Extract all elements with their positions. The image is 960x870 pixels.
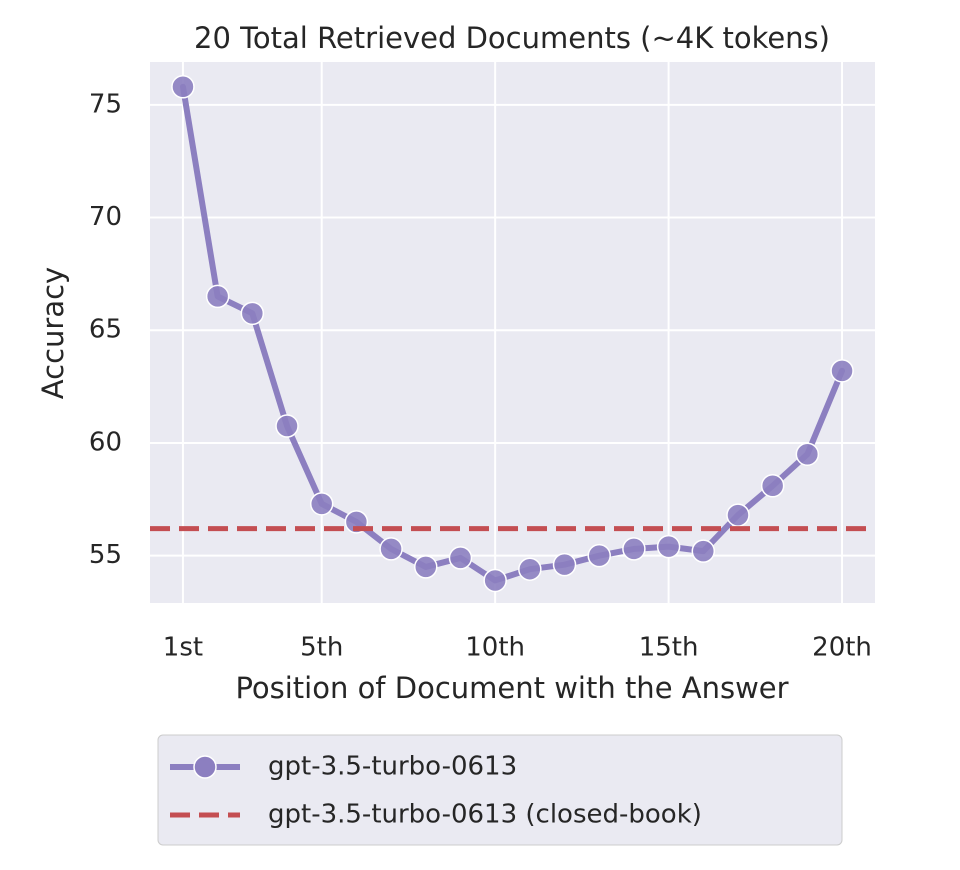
data-point <box>414 555 438 579</box>
x-axis-label: Position of Document with the Answer <box>235 671 788 705</box>
legend-marker <box>193 755 217 779</box>
x-tick-label: 1st <box>163 633 203 663</box>
data-point <box>726 503 750 527</box>
plot-area <box>150 62 875 603</box>
y-tick-label: 55 <box>89 540 122 570</box>
data-point <box>518 557 542 581</box>
x-tick-label: 20th <box>812 633 872 663</box>
y-tick-label: 60 <box>89 427 122 457</box>
legend-label: gpt-3.5-turbo-0613 <box>268 752 517 782</box>
chart-title: 20 Total Retrieved Documents (~4K tokens… <box>194 21 830 55</box>
y-axis-label: Accuracy <box>36 267 70 399</box>
data-point <box>760 474 785 498</box>
legend <box>157 734 843 846</box>
data-point <box>171 75 195 99</box>
legend-label: gpt-3.5-turbo-0613 (closed-book) <box>268 800 702 830</box>
data-point <box>309 492 334 516</box>
x-tick-label: 5th <box>300 633 343 663</box>
data-point <box>275 414 299 438</box>
data-point <box>205 284 230 309</box>
marks <box>150 75 875 593</box>
data-point <box>656 534 681 559</box>
data-point <box>795 442 820 466</box>
data-point <box>483 568 507 593</box>
y-tick-label: 70 <box>89 202 122 232</box>
data-point <box>830 359 854 383</box>
legend-items: gpt-3.5-turbo-0613 gpt-3.5-turbo-0613 (cl… <box>170 752 702 830</box>
y-tick-label: 75 <box>89 89 122 119</box>
x-tick-label: 10th <box>465 633 525 663</box>
data-point <box>622 537 646 561</box>
y-tick-label: 65 <box>89 315 122 345</box>
data-point <box>587 543 611 568</box>
data-point <box>448 546 473 570</box>
data-point <box>691 539 716 563</box>
data-point <box>240 301 265 326</box>
data-point <box>379 537 403 561</box>
data-point <box>552 552 577 577</box>
x-tick-label: 15th <box>639 633 699 663</box>
